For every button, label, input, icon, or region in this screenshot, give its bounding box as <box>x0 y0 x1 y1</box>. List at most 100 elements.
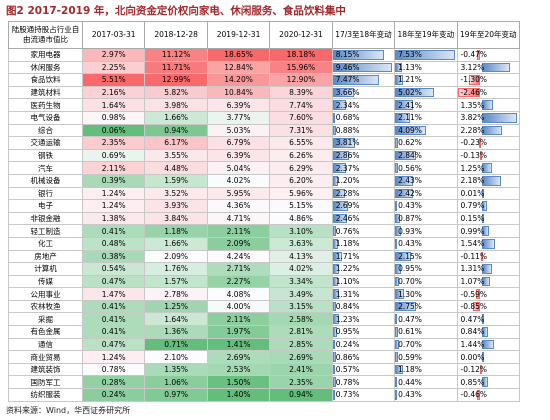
bar-value: 0.61% <box>398 327 422 337</box>
bar-value: 1.18% <box>398 365 422 375</box>
heat-cell: 6.39% <box>206 98 271 112</box>
bar-value: 2.11% <box>398 113 422 123</box>
bar-value: 0.87% <box>398 214 422 224</box>
heat-cell: 1.66% <box>144 236 208 251</box>
bar-value: 0.78% <box>335 377 360 387</box>
heat-cell: 7.60% <box>269 110 333 125</box>
heat-cell: 6.39% <box>206 148 271 163</box>
heat-cell: 0.71% <box>144 337 208 352</box>
bar-value: 1.30% <box>398 289 422 299</box>
heat-cell: 18.18% <box>269 48 333 62</box>
heat-cell: 1.50% <box>206 375 271 390</box>
data-bar <box>332 87 355 98</box>
heat-cell: 1.57% <box>144 274 208 289</box>
bar-cell: 1.23% <box>331 312 396 327</box>
bar-cell: 3.81% <box>331 136 396 150</box>
bar-value: 1.54% <box>460 239 485 249</box>
table-row: 公用事业 1.47% 2.78% 4.08% 3.49% 1.31% 1.30% -0.59% <box>8 287 521 301</box>
bar-cell: 0.73% <box>331 388 396 402</box>
table-row: 汽车 2.11% 4.48% 5.04% 6.29% 2.37% 0.56% 1.25% <box>8 161 521 175</box>
heat-cell: 3.77% <box>206 110 271 125</box>
heat-cell: 1.64% <box>81 98 146 112</box>
data-bar <box>480 150 483 161</box>
bar-value: 0.00% <box>460 352 485 362</box>
heat-cell: 0.48% <box>81 236 146 251</box>
data-bar <box>395 364 403 375</box>
data-bar <box>481 264 493 274</box>
data-bar <box>395 100 413 110</box>
bar-cell: 1.22% <box>331 262 396 276</box>
heat-cell: 0.78% <box>81 362 146 377</box>
bar-cell: -0.46% <box>456 388 521 402</box>
heat-cell: 4.02% <box>206 173 271 188</box>
bar-value: -0.11% <box>460 251 488 261</box>
bar-cell: 1.44% <box>456 337 521 352</box>
bar-value: 0.68% <box>335 113 360 123</box>
heat-cell: 0.54% <box>81 262 146 276</box>
bar-cell: 3.66% <box>331 85 396 100</box>
data-bar <box>332 301 337 312</box>
data-bar <box>473 301 480 312</box>
industry-label: 有色金属 <box>8 325 83 339</box>
bar-value: -2.46% <box>460 88 488 98</box>
heat-cell: 2.11% <box>81 161 146 175</box>
data-bar <box>395 75 403 85</box>
data-bar <box>481 188 484 199</box>
bar-cell: 2.84% <box>394 148 458 163</box>
heat-cell: 0.69% <box>81 148 146 163</box>
data-bar <box>395 377 398 388</box>
data-bar <box>481 201 488 211</box>
heat-cell: 11.12% <box>144 48 208 62</box>
heat-cell: 2.25% <box>81 60 146 75</box>
bar-value: 7.47% <box>335 75 360 85</box>
table-row: 建筑装饰 0.78% 1.35% 2.53% 2.41% 0.57% 1.18% -0.12% <box>8 362 521 377</box>
bar-cell: 0.43% <box>394 199 458 213</box>
table-row: 轻工制造 0.41% 1.18% 2.11% 3.10% 0.76% 0.93% 0.99% <box>8 224 521 238</box>
industry-label: 纺织服装 <box>8 388 83 402</box>
table-row: 家用电器 2.97% 11.12% 18.65% 18.18% 8.15% 7.53% -0.… <box>8 48 521 62</box>
bar-value: 0.43% <box>398 239 422 249</box>
heat-cell: 12.84% <box>206 60 271 75</box>
heat-cell: 1.35% <box>144 362 208 377</box>
heat-cell: 3.15% <box>269 299 333 314</box>
bar-cell: 0.79% <box>456 199 521 213</box>
bar-cell: 4.09% <box>394 123 458 138</box>
data-bar <box>332 390 336 400</box>
bar-cell: 0.43% <box>394 388 458 402</box>
data-bar <box>395 62 403 73</box>
bar-cell: 8.15% <box>331 48 396 62</box>
bar-cell: -0.13% <box>456 148 521 163</box>
bar-cell: 2.43% <box>394 173 458 188</box>
industry-label: 机械设备 <box>8 173 83 188</box>
heat-cell: 3.98% <box>144 98 208 112</box>
data-bar <box>481 213 484 224</box>
heat-cell: 2.09% <box>144 249 208 264</box>
heat-cell: 0.47% <box>81 337 146 352</box>
industry-label: 医药生物 <box>8 98 83 112</box>
bar-cell: 0.85% <box>456 375 521 390</box>
bar-value: 0.43% <box>398 390 422 400</box>
bar-cell: 0.47% <box>394 312 458 327</box>
data-bar <box>332 100 346 110</box>
data-bar <box>332 327 337 337</box>
bar-cell: 1.71% <box>331 249 396 264</box>
heat-cell: 4.71% <box>206 211 271 226</box>
heat-cell: 7.31% <box>269 123 333 138</box>
data-bar <box>332 150 350 161</box>
bar-value: 0.47% <box>398 314 422 324</box>
heat-cell: 0.41% <box>81 299 146 314</box>
figure-title: 图2 2017-2019 年，北向资金定价权向家电、休闲服务、食品饮料集中 <box>6 5 346 17</box>
heat-cell: 5.04% <box>206 161 271 175</box>
bar-value: 1.20% <box>335 176 360 186</box>
header-cell: 2018-12-28 <box>144 21 208 49</box>
bar-value: 3.12% <box>460 62 485 72</box>
bar-value: 2.41% <box>398 100 422 110</box>
data-bar <box>395 276 399 287</box>
bar-value: 0.24% <box>335 339 360 349</box>
bar-cell: 1.18% <box>331 236 396 251</box>
table-row: 电子 1.24% 3.93% 4.36% 5.15% 2.69% 0.43% 0.79% <box>8 199 521 213</box>
industry-label: 建筑材料 <box>8 85 83 100</box>
bar-cell: -1.30% <box>456 73 521 87</box>
bar-cell: 0.59% <box>394 350 458 364</box>
heat-cell: 2.69% <box>269 350 333 364</box>
